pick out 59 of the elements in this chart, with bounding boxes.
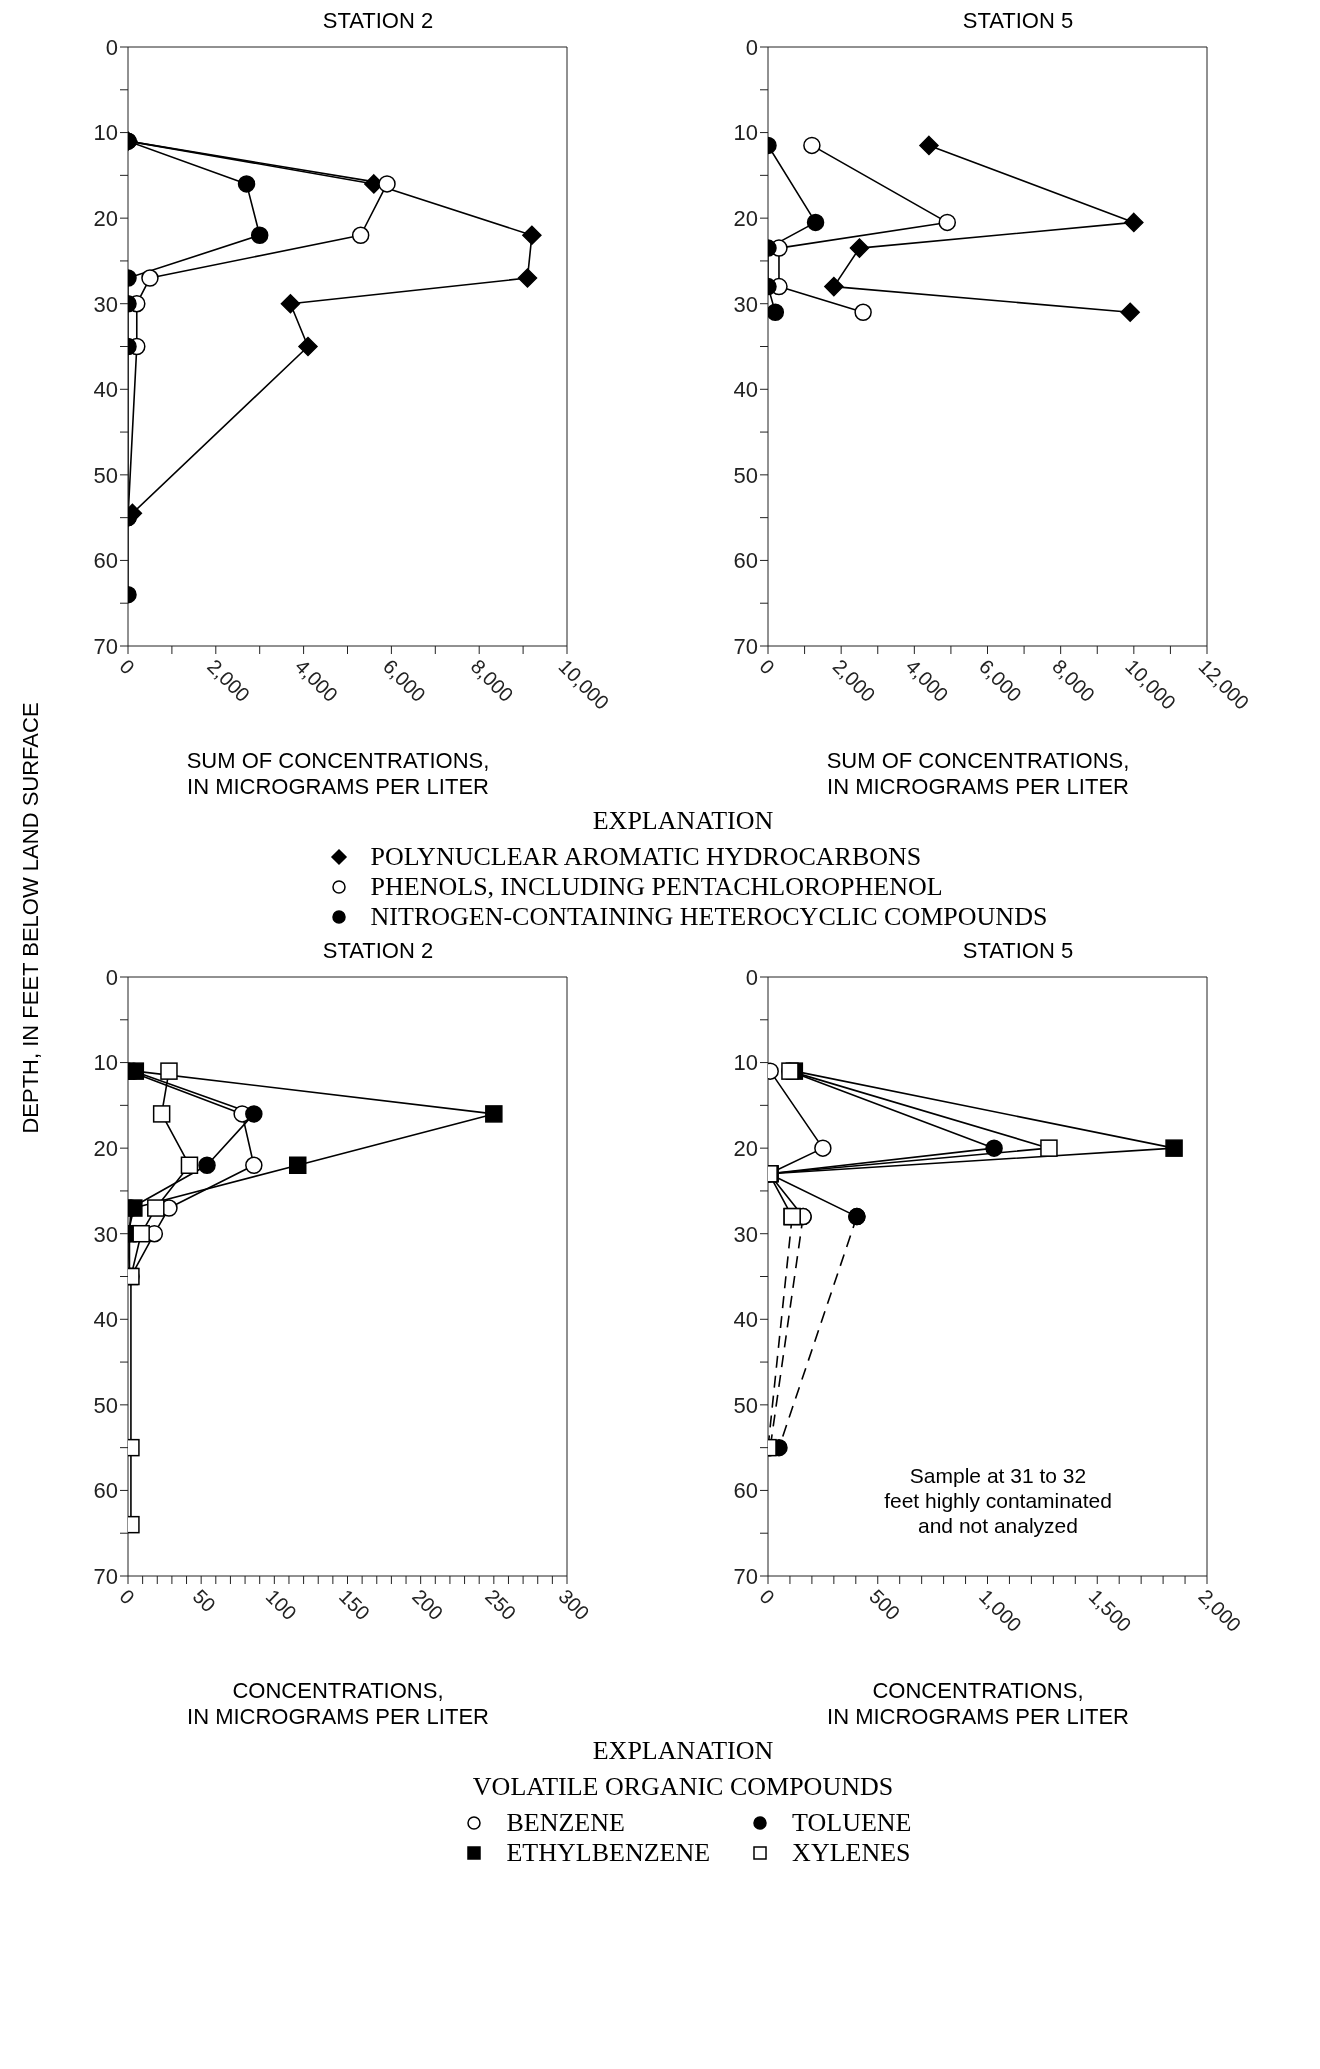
x-tick-label: 150	[334, 1585, 375, 1625]
y-tick-label: 40	[93, 377, 118, 403]
y-tick-label: 60	[733, 548, 758, 574]
y-tick-label: 40	[93, 1307, 118, 1333]
x-tick-label: 250	[481, 1585, 521, 1625]
y-tick-label: 10	[733, 120, 758, 146]
legend-label: XYLENES	[792, 1838, 911, 1868]
y-tick-label: 70	[733, 633, 758, 659]
legend-label: POLYNUCLEAR AROMATIC HYDROCARBONS	[370, 842, 922, 872]
y-tick-label: 30	[733, 291, 758, 317]
y-tick-label: 60	[93, 1478, 118, 1504]
chart-title: STATION 5	[961, 8, 1075, 35]
y-tick-label: 10	[733, 1050, 758, 1076]
y-tick-label: 30	[733, 1221, 758, 1247]
y-tick-label: 70	[93, 1563, 118, 1589]
y-tick-label: 30	[93, 1221, 118, 1247]
y-tick-label: 50	[733, 462, 758, 488]
y-tick-label: 20	[93, 205, 118, 231]
x-tick-label: 50	[188, 1585, 220, 1617]
y-tick-label: 0	[745, 964, 758, 990]
y-tick-label: 60	[93, 548, 118, 574]
annotation: Sample at 31 to 32 feet highly contaminated and not analyzed	[883, 1462, 1113, 1538]
y-tick-label: 0	[745, 34, 758, 60]
x-axis-title: CONCENTRATIONS, IN MICROGRAMS PER LITER	[826, 1678, 1130, 1730]
chart-title: STATION 2	[321, 938, 435, 965]
x-tick-label: 200	[408, 1585, 448, 1625]
y-tick-label: 20	[733, 1135, 758, 1161]
x-tick-label: 300	[554, 1585, 594, 1625]
y-tick-label: 10	[93, 1050, 118, 1076]
legend-title: EXPLANATION	[592, 806, 774, 836]
x-axis-title: SUM OF CONCENTRATIONS, IN MICROGRAMS PER LITER	[825, 748, 1131, 800]
y-tick-label: 50	[733, 1392, 758, 1418]
y-tick-label: 40	[733, 377, 758, 403]
y-tick-label: 50	[93, 462, 118, 488]
y-tick-label: 30	[93, 291, 118, 317]
x-axis-title: SUM OF CONCENTRATIONS, IN MICROGRAMS PER LITER	[185, 748, 491, 800]
x-tick-label: 100	[261, 1585, 301, 1625]
y-tick-label: 70	[93, 633, 118, 659]
y-axis-title: DEPTH, IN FEET BELOW LAND SURFACE	[18, 701, 44, 1136]
y-tick-label: 10	[93, 120, 118, 146]
y-tick-label: 50	[93, 1392, 118, 1418]
text: VOLATILE ORGANIC COMPOUNDS	[472, 1772, 894, 1802]
y-tick-label: 0	[105, 964, 118, 990]
y-tick-label: 70	[733, 1563, 758, 1589]
legend-label: NITROGEN-CONTAINING HETEROCYCLIC COMPOUNDS	[370, 902, 1048, 932]
x-tick-label: 500	[865, 1585, 905, 1625]
chart-title: STATION 5	[961, 938, 1075, 965]
legend-title: EXPLANATION	[592, 1736, 774, 1766]
legend-label: BENZENE	[506, 1808, 625, 1838]
y-tick-label: 20	[733, 205, 758, 231]
chart-title: STATION 2	[321, 8, 435, 35]
y-tick-label: 40	[733, 1307, 758, 1333]
y-tick-label: 60	[733, 1478, 758, 1504]
legend-label: TOLUENE	[792, 1808, 912, 1838]
legend-label: ETHYLBENZENE	[506, 1838, 711, 1868]
y-tick-label: 20	[93, 1135, 118, 1161]
legend-label: PHENOLS, INCLUDING PENTACHLOROPHENOL	[370, 872, 943, 902]
x-axis-title: CONCENTRATIONS, IN MICROGRAMS PER LITER	[186, 1678, 490, 1730]
y-tick-label: 0	[105, 34, 118, 60]
